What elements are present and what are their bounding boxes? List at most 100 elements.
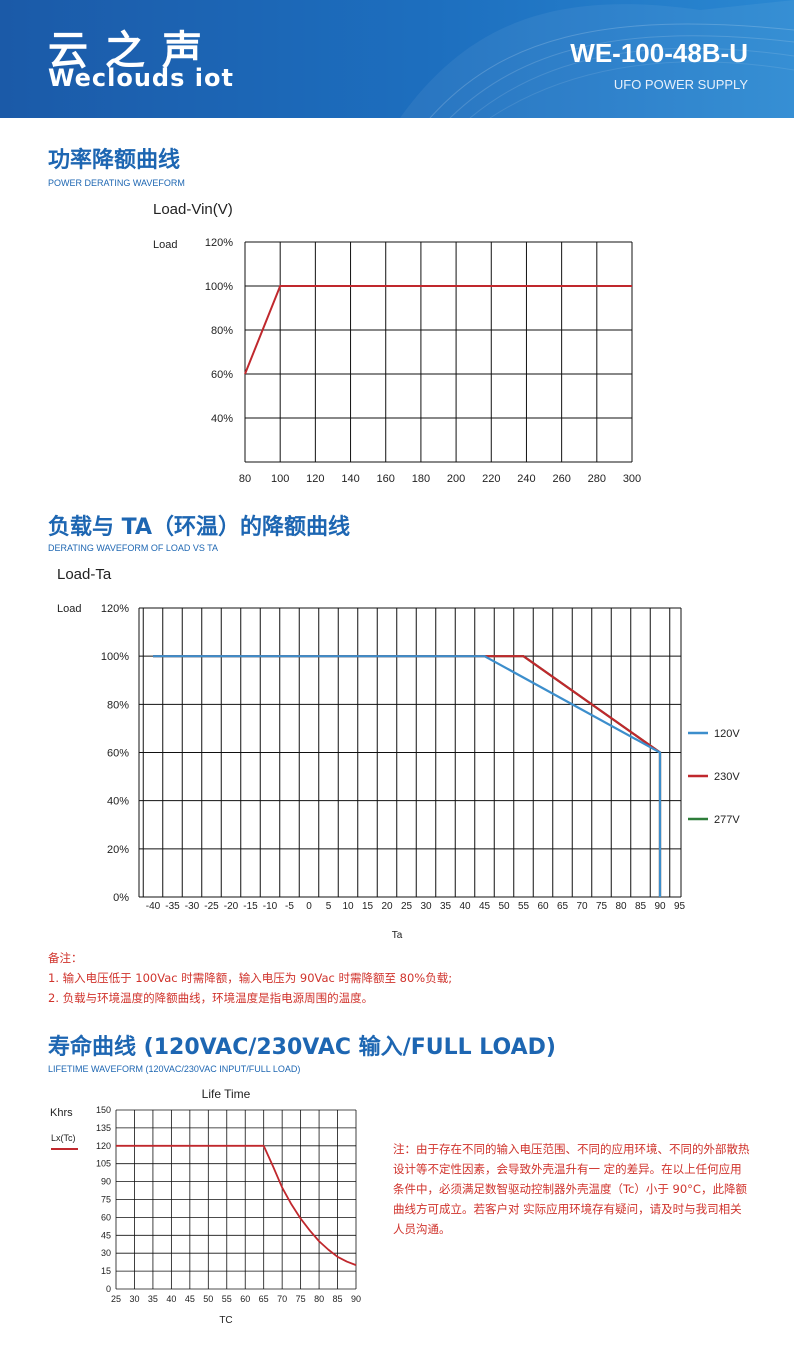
y-tick-label: 15	[101, 1266, 111, 1276]
x-tick-label: 220	[482, 473, 500, 485]
y-tick-label: 40%	[211, 413, 233, 425]
x-tick-label: 30	[420, 901, 432, 912]
y-tick-label: 60%	[211, 369, 233, 381]
x-tick-label: 60	[240, 1294, 250, 1304]
x-tick-label: 5	[326, 901, 332, 912]
x-tick-label: -35	[165, 901, 180, 912]
y-tick-label: 80%	[107, 699, 129, 711]
x-tick-label: 45	[185, 1294, 195, 1304]
y-tick-label: 60	[101, 1212, 111, 1222]
y-tick-label: 100%	[205, 281, 233, 293]
x-axis-label: Ta	[392, 930, 403, 941]
y-axis-label: Load	[57, 603, 81, 615]
x-tick-label: 50	[203, 1294, 213, 1304]
x-tick-label: 15	[362, 901, 374, 912]
legend-label-277v: 277V	[714, 814, 740, 826]
x-tick-label: -5	[285, 901, 294, 912]
x-tick-label: 180	[412, 473, 430, 485]
y-tick-label: 60%	[107, 748, 129, 760]
x-tick-label: 75	[296, 1294, 306, 1304]
x-tick-label: 240	[517, 473, 535, 485]
x-tick-label: 140	[341, 473, 359, 485]
x-tick-label: 160	[377, 473, 395, 485]
x-tick-label: 280	[588, 473, 606, 485]
x-tick-label: 80	[615, 901, 627, 912]
x-tick-label: 260	[552, 473, 570, 485]
brand-logo-english: Weclouds iot	[48, 64, 234, 92]
x-tick-label: 80	[314, 1294, 324, 1304]
notes-line-2: 2. 负载与环境温度的降额曲线，环境温度是指电源周围的温度。	[48, 991, 374, 1005]
section-subtitle-power-derating: POWER DERATING WAVEFORM	[48, 178, 185, 188]
y-tick-label: 105	[96, 1159, 111, 1169]
x-tick-label: 120	[306, 473, 324, 485]
y-tick-label: 150	[96, 1105, 111, 1115]
x-tick-label: 85	[635, 901, 647, 912]
x-tick-label: 85	[333, 1294, 343, 1304]
y-axis-label: Khrs	[50, 1107, 73, 1119]
x-tick-label: -15	[243, 901, 258, 912]
x-tick-label: -30	[185, 901, 200, 912]
model-number: WE-100-48B-U	[570, 38, 748, 68]
y-tick-label: 40%	[107, 796, 129, 808]
x-tick-label: 40	[166, 1294, 176, 1304]
x-tick-label: 40	[459, 901, 471, 912]
y-tick-label: 0%	[113, 892, 129, 904]
x-tick-label: 200	[447, 473, 465, 485]
y-tick-label: 45	[101, 1230, 111, 1240]
x-tick-label: 30	[129, 1294, 139, 1304]
legend-label-120v: 120V	[714, 728, 740, 740]
y-tick-label: 120	[96, 1141, 111, 1151]
x-tick-label: 25	[111, 1294, 121, 1304]
x-tick-label: 70	[277, 1294, 287, 1304]
section-title-load-ta: 负载与 TA（环温）的降额曲线	[48, 515, 350, 540]
chart-title: Life Time	[202, 1087, 251, 1101]
x-axis-label: TC	[219, 1315, 232, 1326]
y-tick-label: 100%	[101, 651, 129, 663]
x-tick-label: -25	[204, 901, 219, 912]
y-tick-label: 20%	[107, 844, 129, 856]
notes-line-1: 1. 输入电压低于 100Vac 时需降额，输入电压为 90Vac 时需降额至 …	[48, 971, 453, 985]
y-tick-label: 120%	[205, 237, 233, 249]
x-tick-label: 50	[498, 901, 510, 912]
x-tick-label: 45	[479, 901, 491, 912]
x-tick-label: 300	[623, 473, 641, 485]
x-tick-label: -10	[263, 901, 278, 912]
y-tick-label: 120%	[101, 603, 129, 615]
section-subtitle-lifetime: LIFETIME WAVEFORM (120VAC/230VAC INPUT/F…	[48, 1064, 301, 1074]
x-tick-label: 65	[259, 1294, 269, 1304]
x-tick-label: -20	[224, 901, 239, 912]
series-line-120v	[153, 655, 662, 897]
section-title-power-derating: 功率降额曲线	[48, 148, 181, 173]
y-axis-label: Load	[153, 239, 177, 251]
x-tick-label: 75	[596, 901, 608, 912]
legend-label-230v: 230V	[714, 771, 740, 783]
x-tick-label: 100	[271, 473, 289, 485]
x-tick-label: 35	[148, 1294, 158, 1304]
notes-heading: 备注：	[48, 951, 83, 965]
section-subtitle-load-ta: DERATING WAVEFORM OF LOAD VS TA	[48, 543, 219, 553]
x-tick-label: 90	[351, 1294, 361, 1304]
notes-block: 备注： 1. 输入电压低于 100Vac 时需降额，输入电压为 90Vac 时需…	[48, 948, 452, 1008]
x-tick-label: 80	[239, 473, 251, 485]
x-tick-label: 90	[654, 901, 666, 912]
legend-label: Lx(Tc)	[51, 1133, 76, 1143]
x-tick-label: 55	[518, 901, 530, 912]
page-header: 云之声 Weclouds iot WE-100-48B-U UFO POWER …	[0, 0, 794, 118]
y-tick-label: 80%	[211, 325, 233, 337]
y-tick-label: 90	[101, 1177, 111, 1187]
header-wave-decoration	[400, 0, 794, 118]
chart-title: Load-Ta	[57, 566, 112, 583]
x-tick-label: 55	[222, 1294, 232, 1304]
x-tick-label: 0	[306, 901, 312, 912]
x-tick-label: 20	[381, 901, 393, 912]
x-tick-label: 25	[401, 901, 413, 912]
chart-title: Load-Vin(V)	[153, 201, 233, 218]
y-tick-label: 135	[96, 1123, 111, 1133]
section-title-lifetime: 寿命曲线 (120VAC/230VAC 输入/FULL LOAD)	[48, 1035, 556, 1060]
x-tick-label: 95	[674, 901, 686, 912]
y-tick-label: 0	[106, 1284, 111, 1294]
x-tick-label: -40	[146, 901, 161, 912]
